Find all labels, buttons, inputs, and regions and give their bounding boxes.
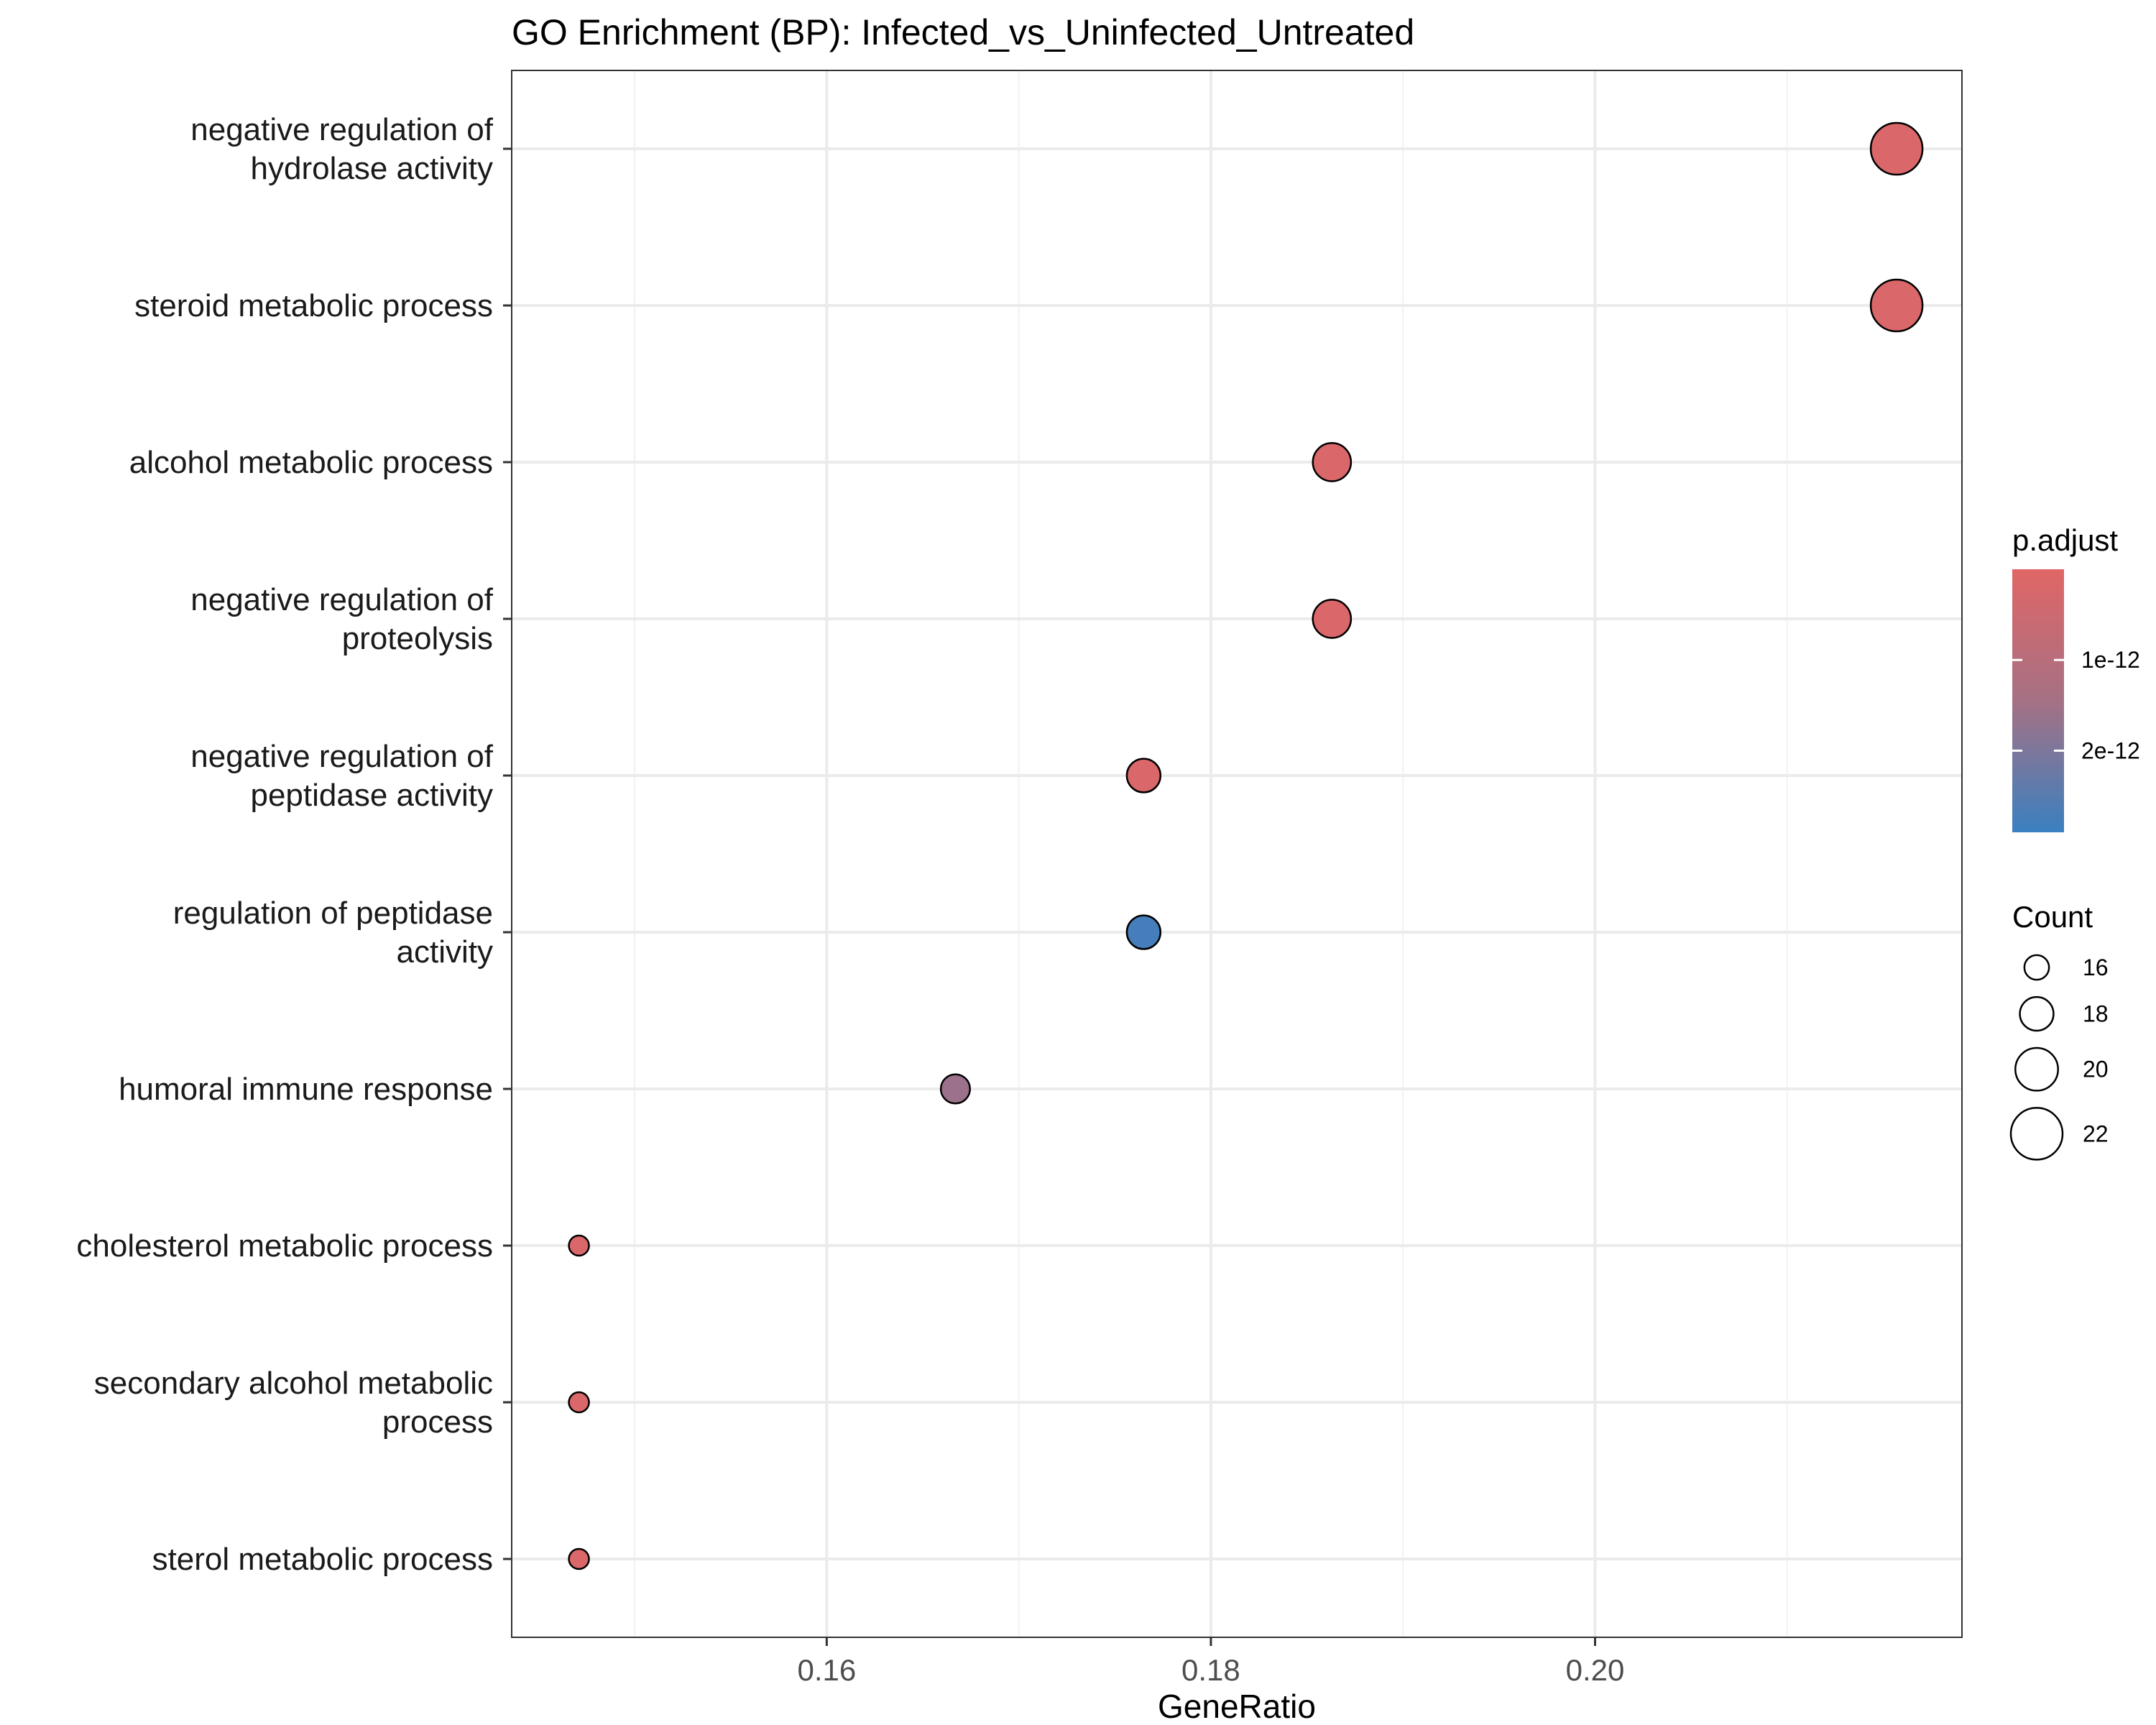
x-tick-label: 0.18 <box>1181 1653 1240 1687</box>
data-point <box>1312 599 1353 639</box>
color-legend-bar <box>2012 569 2064 832</box>
data-point <box>1125 914 1162 950</box>
y-tick-label: negative regulation of peptidase activity <box>190 739 494 813</box>
size-legend-circle <box>2014 1046 2059 1092</box>
x-axis: 0.16 0.18 0.20 <box>797 1637 1624 1687</box>
y-tick-label-line: steroid metabolic process <box>134 288 493 323</box>
color-legend-label: 2e-12 <box>2081 737 2140 763</box>
x-tick-label: 0.16 <box>797 1653 856 1687</box>
y-tick-label-line: negative regulation of <box>190 739 494 774</box>
data-point <box>1125 758 1162 794</box>
size-legend-label: 22 <box>2083 1121 2109 1146</box>
points <box>568 121 1924 1570</box>
y-tick-label: regulation of peptidase activity <box>173 896 493 970</box>
y-tick-label-line: hydrolase activity <box>251 151 493 186</box>
y-tick-label-line: activity <box>397 934 493 970</box>
y-tick-label: humoral immune response <box>119 1072 493 1107</box>
y-tick-label-line: humoral immune response <box>119 1072 493 1107</box>
panel-border <box>511 70 1963 1638</box>
size-legend-circle <box>2019 995 2055 1032</box>
size-legend: Count 16 18 20 22 <box>2009 900 2109 1161</box>
y-tick-label-line: cholesterol metabolic process <box>76 1228 493 1264</box>
data-point <box>568 1547 590 1570</box>
y-tick-label: sterol metabolic process <box>152 1542 493 1577</box>
size-legend-label: 18 <box>2083 1001 2109 1027</box>
size-legend-circle <box>2023 954 2050 981</box>
y-tick-label: negative regulation of proteolysis <box>190 582 494 656</box>
y-tick-label-line: secondary alcohol metabolic <box>94 1366 493 1401</box>
y-tick-label-line: peptidase activity <box>250 778 493 813</box>
color-legend: p.adjust 1e-12 2e-12 <box>2012 523 2140 832</box>
y-tick-label: secondary alcohol metabolic process <box>94 1366 493 1440</box>
data-point <box>568 1234 590 1257</box>
grid <box>512 70 1962 1637</box>
chart-title: GO Enrichment (BP): Infected_vs_Uninfect… <box>512 12 1414 52</box>
color-legend-title: p.adjust <box>2012 523 2118 557</box>
y-tick-label-line: negative regulation of <box>190 112 494 147</box>
y-tick-label-line: proteolysis <box>342 621 493 656</box>
data-point <box>939 1073 971 1105</box>
color-legend-label: 1e-12 <box>2081 647 2140 673</box>
data-point <box>568 1391 590 1414</box>
y-tick-label-line: sterol metabolic process <box>152 1542 493 1577</box>
y-axis: negative regulation of hydrolase activity… <box>76 112 512 1577</box>
size-legend-label: 16 <box>2083 954 2109 980</box>
y-tick-label: cholesterol metabolic process <box>76 1228 493 1264</box>
y-tick-label-line: process <box>382 1404 493 1440</box>
data-point <box>1312 442 1353 482</box>
y-tick-label-line: negative regulation of <box>190 582 494 617</box>
size-legend-title: Count <box>2012 900 2093 934</box>
data-point <box>1869 278 1924 333</box>
x-tick-label: 0.20 <box>1566 1653 1625 1687</box>
x-axis-title: GeneRatio <box>1158 1688 1316 1725</box>
size-legend-label: 20 <box>2083 1057 2109 1082</box>
y-tick-label-line: alcohol metabolic process <box>129 445 493 480</box>
y-tick-label: steroid metabolic process <box>134 288 493 323</box>
y-tick-label-line: regulation of peptidase <box>173 896 493 931</box>
y-tick-label: negative regulation of hydrolase activity <box>190 112 494 186</box>
size-legend-circle <box>2009 1107 2064 1161</box>
y-tick-label: alcohol metabolic process <box>129 445 493 480</box>
data-point <box>1869 121 1924 176</box>
